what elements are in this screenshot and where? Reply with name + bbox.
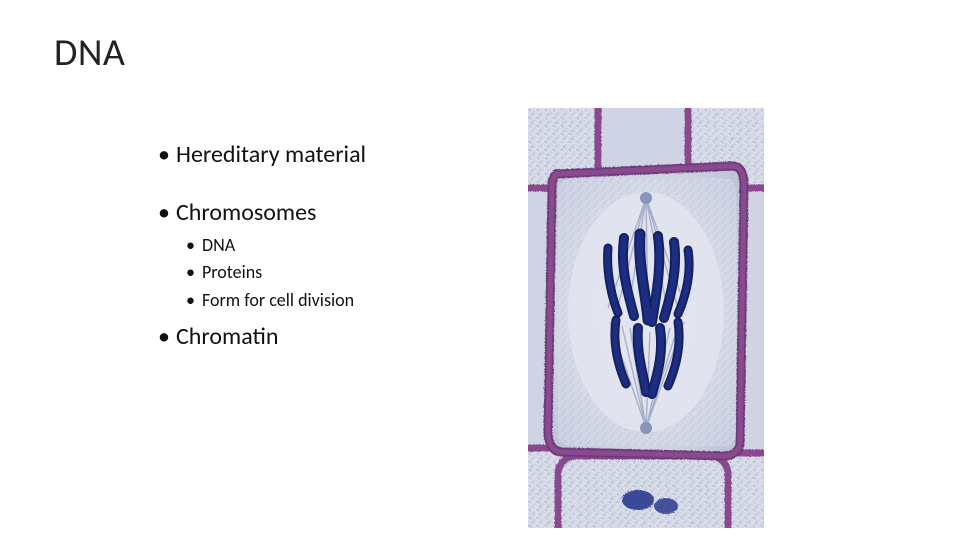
list-item: Chromatin bbox=[158, 322, 498, 352]
bullet-list: Hereditary material Chromosomes DNA Prot… bbox=[158, 140, 498, 352]
list-item-sub: Proteins bbox=[186, 261, 498, 284]
slide: DNA Hereditary material Chromosomes DNA … bbox=[0, 0, 960, 540]
list-item-sub: Form for cell division bbox=[186, 289, 498, 312]
central-cell bbox=[548, 166, 744, 456]
cell-image bbox=[528, 108, 764, 528]
page-title: DNA bbox=[54, 30, 125, 76]
list-item-sub: DNA bbox=[186, 234, 498, 257]
list-item: Hereditary material bbox=[158, 140, 498, 170]
microscopy-svg bbox=[528, 108, 764, 528]
list-item: Chromosomes bbox=[158, 198, 498, 228]
